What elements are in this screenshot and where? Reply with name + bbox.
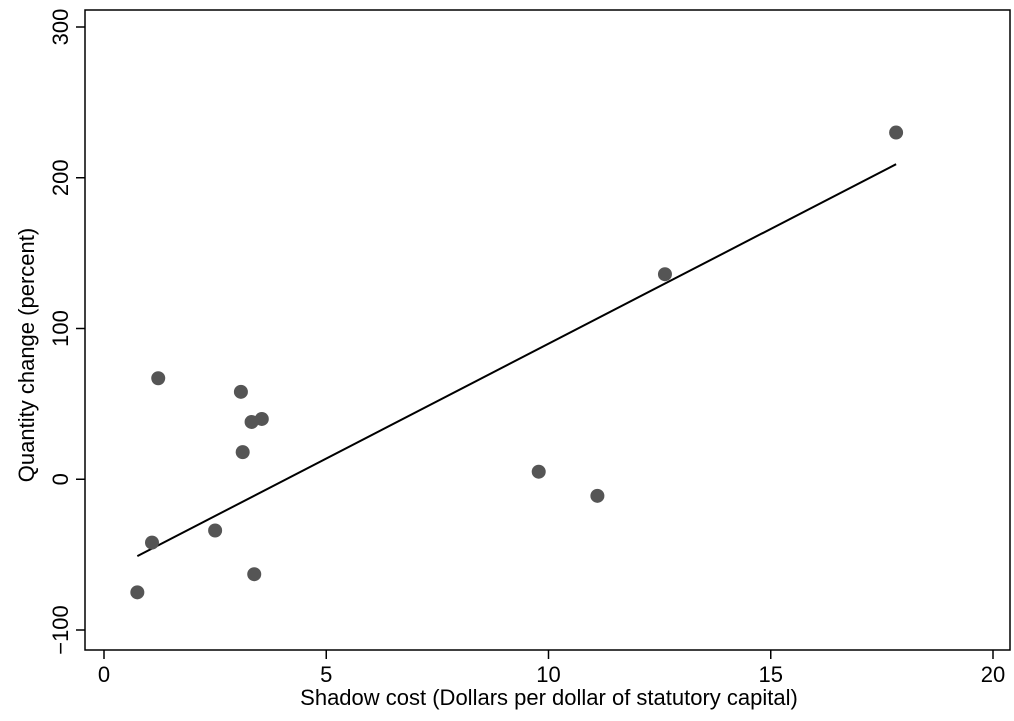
data-point <box>130 585 145 600</box>
data-point <box>590 488 605 503</box>
data-point <box>233 384 248 399</box>
points-layer <box>130 125 904 600</box>
x-axis-title: Shadow cost (Dollars per dollar of statu… <box>300 685 798 710</box>
data-point <box>254 411 269 426</box>
x-tick-label: 0 <box>98 662 110 687</box>
data-point <box>657 267 672 282</box>
x-tick-label: 5 <box>320 662 332 687</box>
y-tick-label: 100 <box>48 310 73 347</box>
fit-line-layer <box>136 163 897 558</box>
axes <box>84 9 1011 651</box>
plot-frame <box>84 9 1011 651</box>
fit-line <box>136 163 897 558</box>
ticks-layer: 0 5 10 15 20 −100 0 100 200 300 <box>48 9 1005 687</box>
data-point <box>235 445 250 460</box>
data-point <box>208 523 223 538</box>
y-tick-label: 200 <box>48 159 73 196</box>
data-point <box>531 464 546 479</box>
y-axis-title: Quantity change (percent) <box>14 228 39 482</box>
data-point <box>151 371 166 386</box>
y-tick-label: 300 <box>48 9 73 46</box>
x-tick-label: 10 <box>536 662 560 687</box>
x-tick-label: 20 <box>981 662 1005 687</box>
y-tick-label: −100 <box>48 605 73 655</box>
data-point <box>247 567 262 582</box>
x-tick-label: 15 <box>759 662 783 687</box>
y-tick-label: 0 <box>48 473 73 485</box>
data-point <box>145 535 160 550</box>
data-point <box>889 125 904 140</box>
